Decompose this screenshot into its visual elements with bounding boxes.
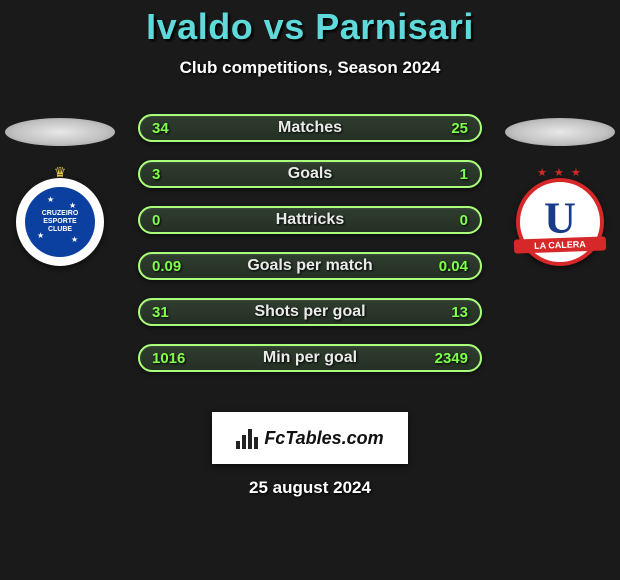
star-icon: ★ [47,195,54,204]
comparison-card: Ivaldo vs Parnisari Club competitions, S… [0,0,620,580]
stat-value-left: 1016 [140,346,197,370]
stat-value-right: 1 [448,162,480,186]
content-area: ♛ ★ ★ ★ ★ CRUZEIRO ESPORTE CLUBE ★ ★ ★ [0,114,620,394]
stat-row-hattricks: 0 Hattricks 0 [138,206,482,234]
stat-label: Goals [140,162,480,186]
stat-value-right: 0.04 [427,254,480,278]
stats-bars: 34 Matches 25 3 Goals 1 0 Hattricks 0 0.… [138,114,482,390]
star-icon: ★ [69,201,76,210]
stat-value-left: 31 [140,300,181,324]
star-icon: ★ [71,235,78,244]
branding-text: FcTables.com [264,428,383,449]
stat-value-left: 3 [140,162,172,186]
crest-line: ESPORTE [43,218,76,225]
crest-text: CRUZEIRO ESPORTE CLUBE [42,210,79,233]
stat-row-matches: 34 Matches 25 [138,114,482,142]
shadow-ellipse-right [505,118,615,146]
crest-band: LA CALERA [514,236,606,253]
stat-value-left: 34 [140,116,181,140]
club-crest-cruzeiro: ♛ ★ ★ ★ ★ CRUZEIRO ESPORTE CLUBE [16,178,104,266]
stat-value-right: 25 [439,116,480,140]
stat-row-min-per-goal: 1016 Min per goal 2349 [138,344,482,372]
bars-chart-icon [236,427,258,449]
crest-letter: U [544,192,576,243]
stat-value-right: 13 [439,300,480,324]
stat-row-goals-per-match: 0.09 Goals per match 0.04 [138,252,482,280]
shadow-ellipse-left [5,118,115,146]
player-right-column: ★ ★ ★ U LA CALERA [500,114,620,266]
stat-value-left: 0 [140,208,172,232]
crest-line: CLUBE [48,226,72,233]
page-title: Ivaldo vs Parnisari [0,6,620,48]
stars-icon: ★ ★ ★ [520,166,600,179]
crest-inner: ★ ★ ★ ★ CRUZEIRO ESPORTE CLUBE [25,187,95,257]
branding-badge: FcTables.com [212,412,408,464]
stat-label: Shots per goal [140,300,480,324]
stat-row-shots-per-goal: 31 Shots per goal 13 [138,298,482,326]
stat-label: Hattricks [140,208,480,232]
stat-row-goals: 3 Goals 1 [138,160,482,188]
crown-icon: ♛ [40,164,80,180]
club-crest-la-calera: ★ ★ ★ U LA CALERA [516,178,604,266]
stat-value-left: 0.09 [140,254,193,278]
stat-value-right: 0 [448,208,480,232]
date-label: 25 august 2024 [0,478,620,498]
player-left-column: ♛ ★ ★ ★ ★ CRUZEIRO ESPORTE CLUBE [0,114,120,266]
crest-line: CRUZEIRO [42,210,79,217]
stat-value-right: 2349 [423,346,480,370]
stat-label: Matches [140,116,480,140]
page-subtitle: Club competitions, Season 2024 [0,58,620,78]
